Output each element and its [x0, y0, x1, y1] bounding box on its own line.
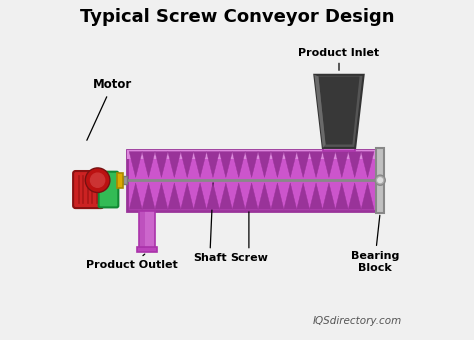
Polygon shape	[155, 183, 168, 209]
Circle shape	[91, 173, 105, 187]
Polygon shape	[284, 152, 297, 177]
Polygon shape	[181, 183, 194, 209]
Polygon shape	[314, 75, 364, 148]
Text: IQSdirectory.com: IQSdirectory.com	[313, 317, 402, 326]
Polygon shape	[297, 152, 310, 177]
Circle shape	[378, 178, 383, 183]
Polygon shape	[258, 183, 271, 209]
Bar	[139, 211, 155, 248]
Polygon shape	[297, 183, 310, 209]
FancyBboxPatch shape	[73, 171, 103, 208]
Polygon shape	[129, 152, 142, 177]
Polygon shape	[168, 183, 181, 209]
Polygon shape	[310, 183, 322, 209]
Polygon shape	[207, 152, 219, 177]
Polygon shape	[314, 75, 326, 148]
Text: Shaft: Shaft	[193, 183, 227, 264]
Polygon shape	[219, 183, 232, 209]
Polygon shape	[348, 152, 361, 177]
Polygon shape	[142, 183, 155, 209]
Polygon shape	[232, 183, 245, 209]
Bar	[117, 173, 123, 188]
Text: Bearing
Block: Bearing Block	[350, 215, 399, 273]
Text: Product Outlet: Product Outlet	[86, 254, 177, 270]
Bar	[376, 148, 384, 212]
Polygon shape	[194, 183, 207, 209]
Polygon shape	[271, 183, 284, 209]
Polygon shape	[361, 183, 374, 209]
Bar	[137, 247, 157, 252]
Bar	[139, 211, 145, 248]
Polygon shape	[245, 183, 258, 209]
Polygon shape	[168, 152, 181, 177]
Polygon shape	[322, 152, 336, 177]
Polygon shape	[336, 152, 348, 177]
Polygon shape	[319, 76, 360, 144]
Polygon shape	[155, 152, 168, 177]
Polygon shape	[322, 183, 336, 209]
Text: Product Inlet: Product Inlet	[299, 48, 380, 70]
Text: Screw: Screw	[230, 212, 268, 264]
Polygon shape	[310, 152, 322, 177]
Polygon shape	[245, 152, 258, 177]
Bar	[123, 176, 127, 184]
Bar	[323, 134, 355, 151]
Polygon shape	[181, 152, 194, 177]
Polygon shape	[258, 152, 271, 177]
Bar	[127, 150, 376, 211]
Polygon shape	[129, 183, 142, 209]
Polygon shape	[232, 152, 245, 177]
Polygon shape	[284, 183, 297, 209]
Polygon shape	[348, 183, 361, 209]
Polygon shape	[336, 183, 348, 209]
Polygon shape	[194, 152, 207, 177]
Circle shape	[85, 168, 110, 192]
Polygon shape	[361, 152, 374, 177]
FancyBboxPatch shape	[99, 172, 118, 207]
Polygon shape	[142, 152, 155, 177]
Text: Typical Screw Conveyor Design: Typical Screw Conveyor Design	[80, 8, 394, 27]
Polygon shape	[219, 152, 232, 177]
Bar	[127, 150, 376, 159]
Circle shape	[375, 175, 385, 185]
Polygon shape	[207, 183, 219, 209]
Polygon shape	[271, 152, 284, 177]
Text: Motor: Motor	[87, 79, 132, 140]
